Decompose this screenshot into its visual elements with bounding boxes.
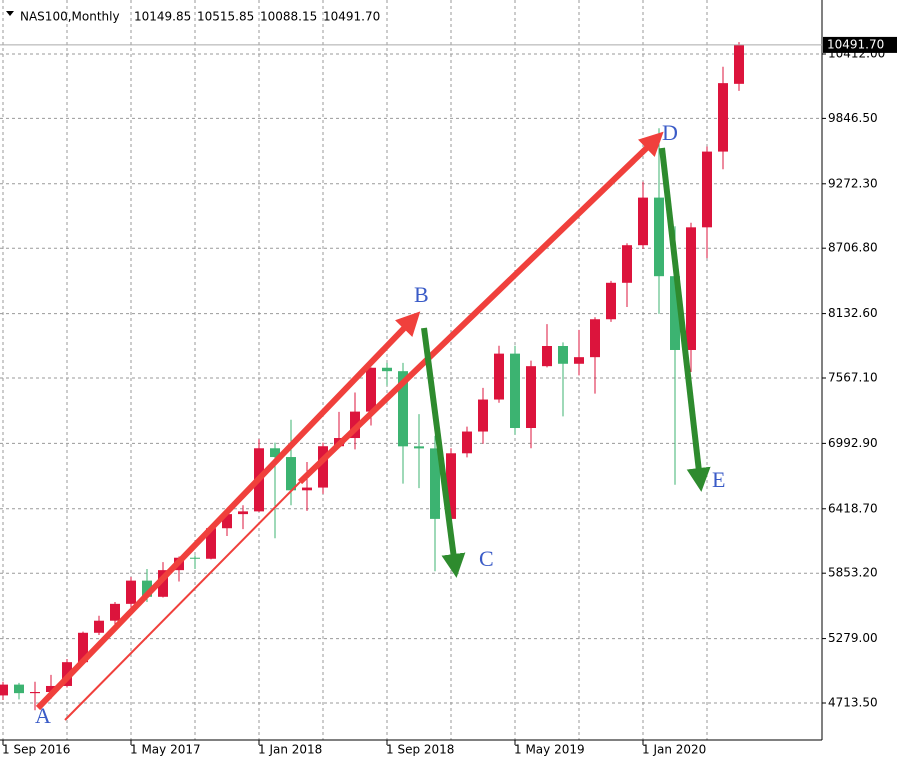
candle-body <box>30 692 40 694</box>
candle-body <box>606 282 616 320</box>
x-tick-label: 1 May 2019 <box>514 743 585 757</box>
y-tick-label: 5279.00 <box>828 631 878 645</box>
annotation: D <box>662 120 678 145</box>
candle-body <box>622 245 632 283</box>
candle-body <box>222 514 232 529</box>
candle-body <box>286 457 296 491</box>
ohlc-close: 10491.70 <box>323 10 380 24</box>
candle-body <box>142 580 152 597</box>
y-tick-label: 6418.70 <box>828 501 878 515</box>
candle-body <box>270 448 280 458</box>
symbol: NAS100,Monthly <box>20 10 120 24</box>
ohlc-open: 10149.85 <box>134 10 191 24</box>
y-tick-label: 5853.20 <box>828 566 878 580</box>
price-tag-label: 10491.70 <box>827 37 884 51</box>
grid <box>0 0 822 740</box>
candle-body <box>670 276 680 350</box>
candle-body <box>574 357 584 364</box>
candle-body <box>238 511 248 515</box>
candle-body <box>446 453 456 519</box>
trend-arrow <box>297 131 664 485</box>
ohlc-high: 10515.85 <box>197 10 254 24</box>
candle-body <box>350 411 360 439</box>
price-tag <box>823 36 897 53</box>
candle-body <box>590 319 600 358</box>
candle-body <box>190 557 200 559</box>
candle-body <box>430 448 440 519</box>
candle-body <box>734 44 744 84</box>
x-tick-label: 1 Jan 2018 <box>258 743 322 757</box>
candle-body <box>462 431 472 454</box>
candle-body <box>718 83 728 152</box>
candle-body <box>526 366 536 429</box>
drop-arrow <box>659 147 711 492</box>
candles <box>0 42 744 711</box>
y-tick-label: 8132.60 <box>828 306 878 320</box>
candle-body <box>14 684 24 694</box>
candle-body <box>382 367 392 372</box>
trend-line <box>64 481 301 721</box>
annotation: A <box>35 703 51 728</box>
x-tick-label: 1 Sep 2018 <box>386 743 454 757</box>
candle-body <box>158 570 168 597</box>
candle-body <box>542 346 552 367</box>
ohlc-low: 10088.15 <box>260 10 317 24</box>
annotation: C <box>479 546 494 571</box>
y-tick-label: 7567.10 <box>828 370 878 384</box>
candle-body <box>110 603 120 621</box>
candle-body <box>302 487 312 491</box>
annotation: B <box>414 282 429 307</box>
candle-body <box>558 346 568 364</box>
candle-body <box>78 632 88 663</box>
candle-body <box>414 446 424 449</box>
candle-body <box>94 620 104 633</box>
candle-body <box>126 580 136 604</box>
annotation: E <box>712 467 725 492</box>
candle-body <box>478 399 488 432</box>
y-tick-label: 4713.50 <box>828 695 878 709</box>
x-tick-label: 1 Sep 2016 <box>2 743 70 757</box>
candle-body <box>46 685 56 693</box>
x-tick-label: 1 Jan 2020 <box>642 743 706 757</box>
y-tick-label: 6992.90 <box>828 436 878 450</box>
y-tick-label: 9272.30 <box>828 176 878 190</box>
candle-body <box>318 446 328 488</box>
candle-body <box>654 197 664 277</box>
trend-arrow <box>35 311 421 711</box>
candle-body <box>0 684 8 696</box>
candle-body <box>510 353 520 429</box>
candle-body <box>206 528 216 559</box>
drawings <box>35 131 711 721</box>
candle-body <box>366 367 376 412</box>
drop-arrow <box>421 327 466 578</box>
y-tick-label: 9846.50 <box>828 111 878 125</box>
y-tick-label: 8706.80 <box>828 241 878 255</box>
candle-body <box>686 227 696 350</box>
candle-body <box>398 371 408 447</box>
menu-triangle[interactable] <box>6 11 14 16</box>
candle-body <box>702 151 712 228</box>
candle-body <box>494 353 504 400</box>
candle-body <box>638 197 648 246</box>
x-tick-label: 1 May 2017 <box>130 743 201 757</box>
